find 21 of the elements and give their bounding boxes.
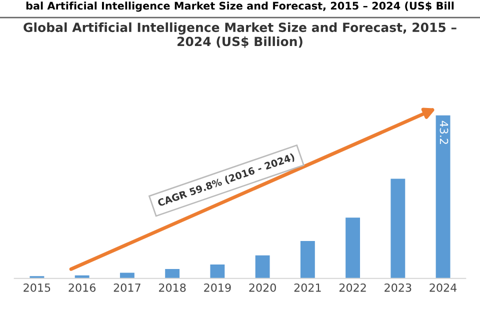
x-tick-label: 2019: [204, 283, 231, 292]
x-tick-label: 2018: [158, 283, 186, 292]
bar: [165, 268, 180, 278]
bar: [255, 255, 270, 278]
x-tick-label: 2023: [384, 283, 412, 292]
x-tick-label: 2017: [114, 283, 140, 292]
text: bal Artificial Intelligence Market Size and Forecast, 2015 – 2024 (US$ Bill: [26, 2, 454, 12]
x-tick-label: 2020: [249, 283, 276, 292]
x-tick-label: 2021: [294, 283, 321, 292]
bar: [120, 272, 134, 278]
bar: [436, 115, 450, 278]
bar: [346, 218, 360, 278]
x-tick-label: 2022: [339, 283, 366, 292]
x-tick-label: 2016: [68, 283, 96, 292]
bar: [210, 264, 225, 278]
data-label: 43.2: [440, 120, 448, 144]
bar: [300, 241, 315, 278]
chart-title: Global Artificial Intelligence Market Size and Forecast, 2015 – 2024 (US$ Billion): [24, 22, 456, 48]
bar: [390, 178, 406, 278]
x-tick-label: 2015: [24, 283, 50, 292]
x-tick-label: 2024: [430, 283, 457, 292]
